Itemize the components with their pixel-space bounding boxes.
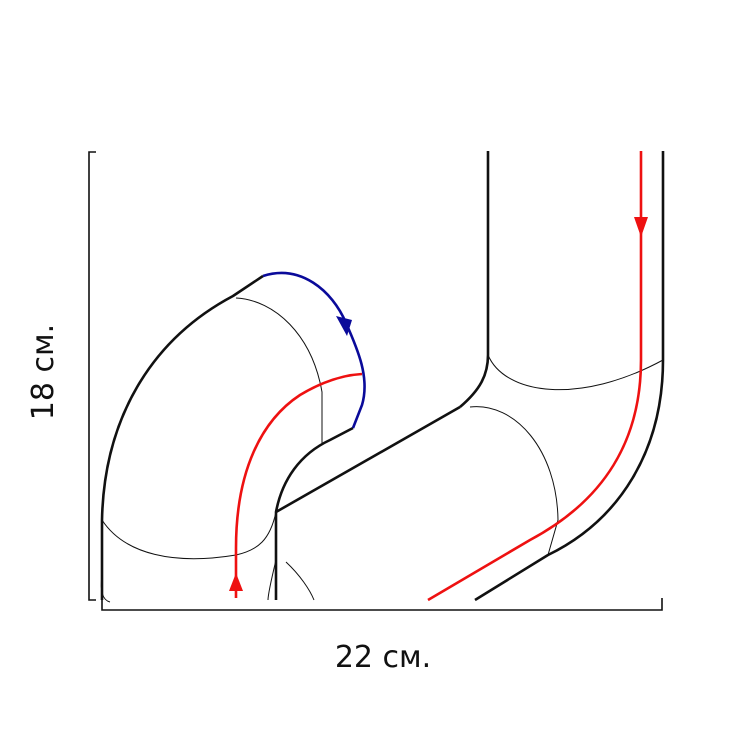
left-elbow-outer-wall	[100, 274, 264, 600]
height-label: 18 см.	[26, 324, 61, 420]
lower-pipe-curve-inner	[267, 559, 277, 601]
lower-pipe-curve-left	[100, 574, 111, 603]
return-flow-arc	[262, 271, 366, 429]
right-flow-path	[427, 151, 643, 602]
return-flow	[262, 271, 366, 429]
return-flow-arrowhead	[336, 316, 352, 336]
left-elbow-inner-wall	[274, 426, 354, 600]
height-bracket	[88, 151, 96, 601]
left-elbow-mid-joint	[235, 297, 323, 443]
width-bracket	[101, 598, 663, 611]
connector-upper-wall	[459, 151, 490, 408]
connector-lower-wall	[275, 405, 461, 514]
dimension-lines	[88, 151, 663, 611]
left-flow-path	[234, 372, 363, 598]
right-pipe-outer-wall	[474, 151, 665, 602]
supply-flow	[229, 151, 648, 602]
right-elbow-top-joint	[487, 354, 664, 391]
left-elbow-base-joint	[101, 511, 277, 560]
lower-pipe-curve-right	[285, 561, 315, 601]
right-elbow-mid-joint	[469, 406, 559, 556]
pipe-outline	[100, 151, 665, 602]
right-flow-arrowhead	[634, 217, 648, 237]
left-flow-arrowhead	[229, 573, 243, 591]
width-label: 22 см.	[335, 640, 431, 675]
